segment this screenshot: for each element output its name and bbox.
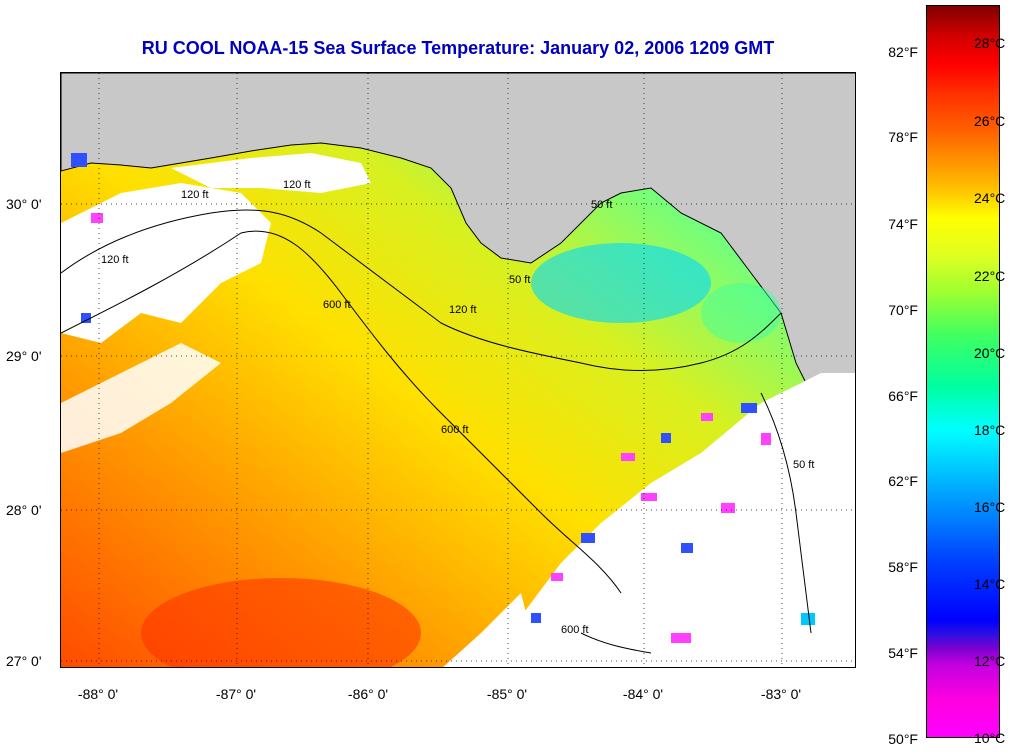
celsius-label: 14°C <box>974 576 1006 592</box>
celsius-label: 22°C <box>974 268 1006 284</box>
contour-label: 120 ft <box>449 304 477 316</box>
fahrenheit-label: 66°F <box>888 388 918 404</box>
lon-label-88: -88° 0' <box>77 686 119 702</box>
cloud-edge-speckle <box>71 153 815 643</box>
cloud-east <box>482 373 855 667</box>
lon-label-85: -85° 0' <box>486 686 528 702</box>
contour-label: 120 ft <box>101 254 129 266</box>
fahrenheit-label: 70°F <box>888 302 918 318</box>
contour-label: 600 ft <box>323 299 351 311</box>
sst-map: 120 ft 120 ft 120 ft 120 ft 50 ft 50 ft … <box>60 72 856 668</box>
contour-labels: 120 ft 120 ft 120 ft 120 ft 50 ft 50 ft … <box>101 179 814 636</box>
contour-label: 120 ft <box>181 189 209 201</box>
lat-label-28: 28° 0' <box>6 502 42 518</box>
cold-water-patch <box>531 243 711 323</box>
celsius-label: 26°C <box>974 113 1006 129</box>
lon-label-86: -86° 0' <box>347 686 389 702</box>
lat-label-27: 27° 0' <box>6 653 42 669</box>
cloud-north <box>171 153 371 193</box>
fahrenheit-label: 50°F <box>888 731 918 747</box>
lat-label-29: 29° 0' <box>6 348 42 364</box>
lon-label-84: -84° 0' <box>622 686 664 702</box>
celsius-label: 20°C <box>974 345 1006 361</box>
lon-label-83: -83° 0' <box>760 686 802 702</box>
celsius-label: 24°C <box>974 190 1006 206</box>
celsius-label: 16°C <box>974 499 1006 515</box>
fahrenheit-label: 58°F <box>888 559 918 575</box>
lon-label-87: -87° 0' <box>215 686 257 702</box>
contour-label: 600 ft <box>561 624 589 636</box>
fahrenheit-label: 82°F <box>888 44 918 60</box>
cloud-west-bands <box>61 343 221 453</box>
contour-label: 50 ft <box>793 459 814 471</box>
celsius-label: 12°C <box>974 653 1006 669</box>
celsius-label: 18°C <box>974 422 1006 438</box>
lat-label-30: 30° 0' <box>6 196 42 212</box>
contour-label: 50 ft <box>509 274 530 286</box>
sst-map-canvas: 120 ft 120 ft 120 ft 120 ft 50 ft 50 ft … <box>61 73 855 667</box>
depth-contours <box>61 209 812 654</box>
contour-label: 120 ft <box>283 179 311 191</box>
fahrenheit-label: 78°F <box>888 129 918 145</box>
fahrenheit-label: 62°F <box>888 473 918 489</box>
map-title: RU COOL NOAA-15 Sea Surface Temperature:… <box>141 38 775 58</box>
cloud-south <box>443 593 531 667</box>
warm-water-core <box>141 578 421 667</box>
celsius-label: 28°C <box>974 35 1006 51</box>
celsius-label: 10°C <box>974 730 1006 746</box>
contour-label: 600 ft <box>441 424 469 436</box>
fahrenheit-label: 74°F <box>888 216 918 232</box>
fahrenheit-label: 54°F <box>888 645 918 661</box>
temperature-colorbar <box>926 5 1000 738</box>
cloud-west <box>61 183 271 343</box>
contour-label: 50 ft <box>591 199 612 211</box>
cool-water-patch <box>701 283 781 343</box>
